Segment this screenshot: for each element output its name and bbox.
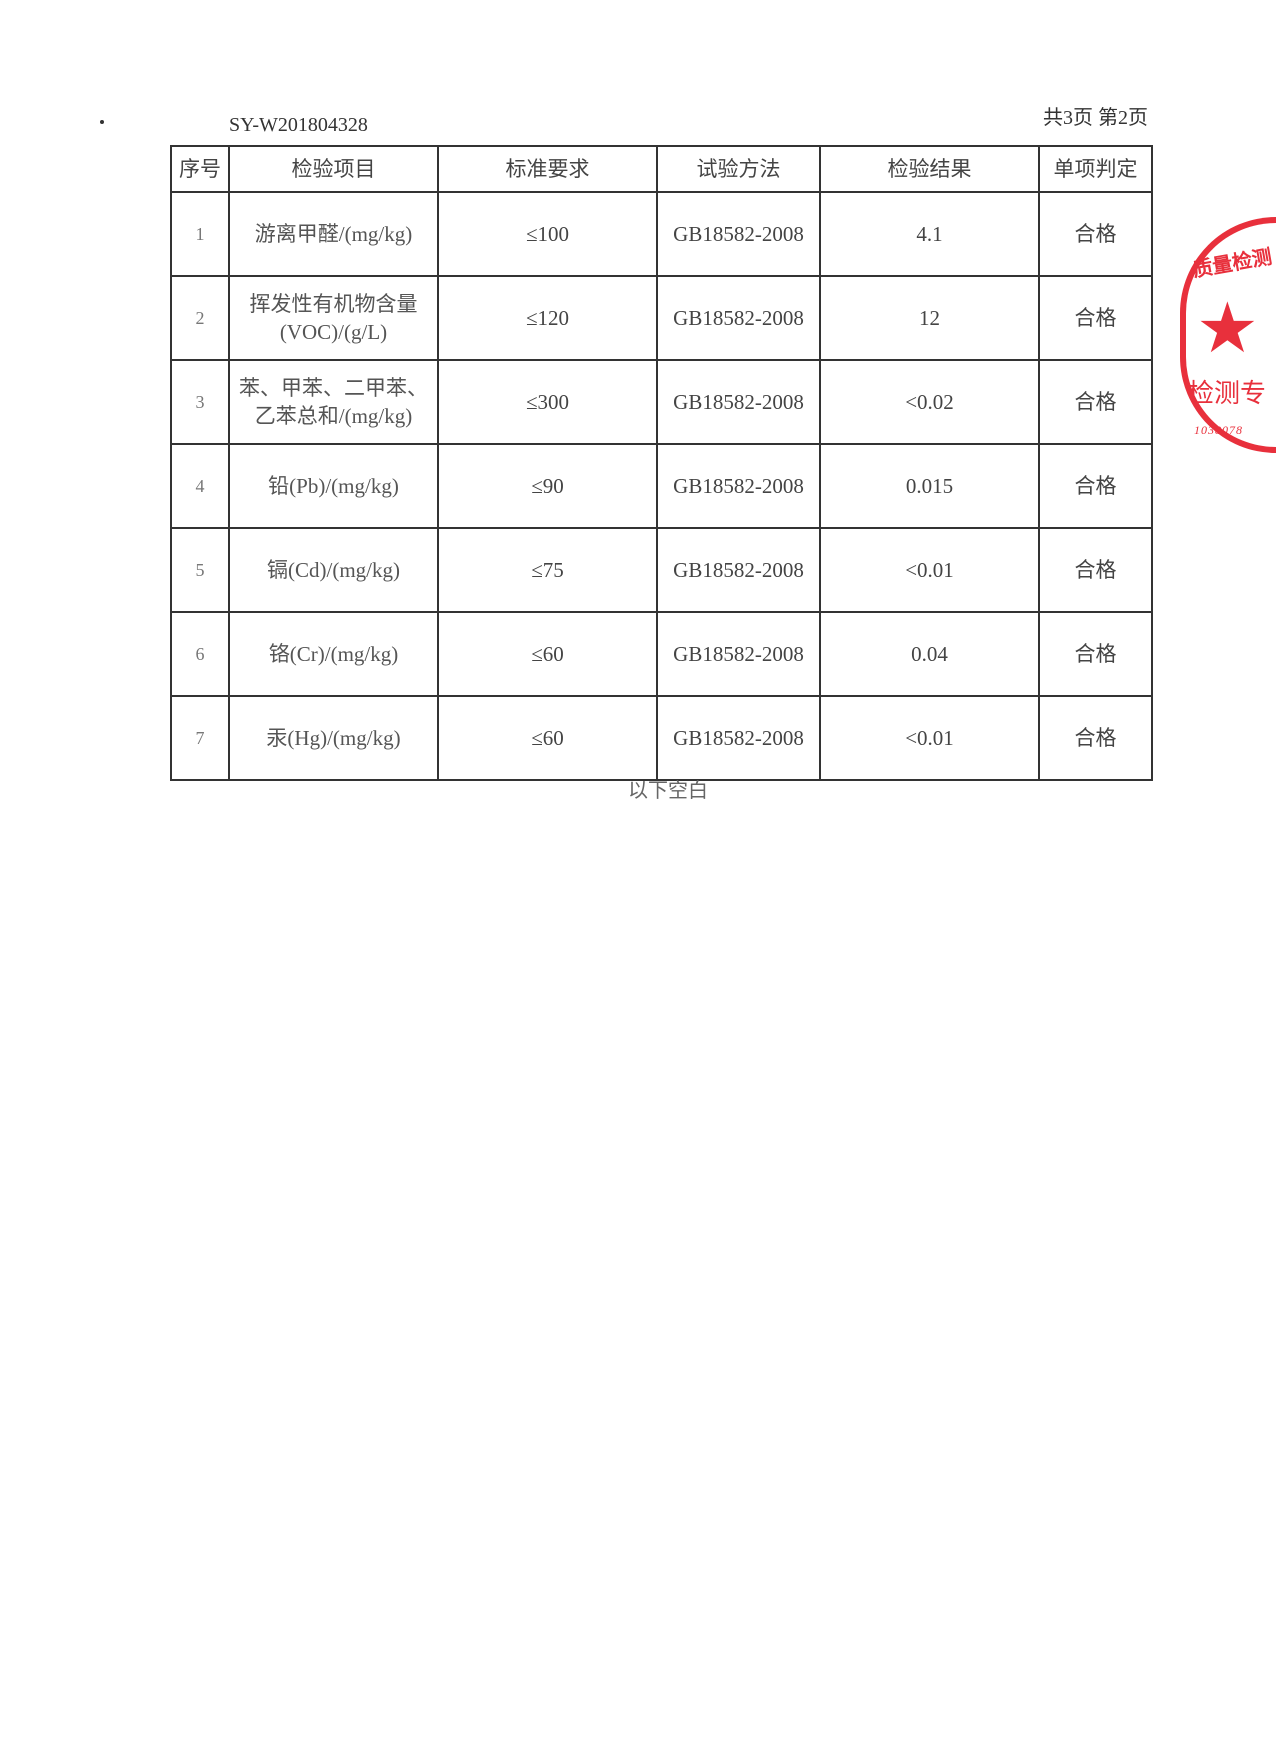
test-item-cell: 挥发性有机物含量(VOC)/(g/L) xyxy=(228,275,439,361)
column-header-verdict: 单项判定 xyxy=(1038,145,1153,193)
table-row: 5 镉(Cd)/(mg/kg) ≤75 GB18582-2008 <0.01 合格 xyxy=(170,527,1153,613)
row-number-cell: 1 xyxy=(170,191,230,277)
scan-speck xyxy=(100,120,104,124)
inspection-results-table: 序号 检验项目 标准要求 试验方法 检验结果 单项判定 1 游离甲醛/(mg/kg… xyxy=(170,145,1153,781)
requirement-cell: ≤60 xyxy=(437,611,658,697)
verdict-cell: 合格 xyxy=(1038,695,1153,781)
report-number: SY-W201804328 xyxy=(229,114,368,136)
row-number-cell: 2 xyxy=(170,275,230,361)
verdict-cell: 合格 xyxy=(1038,611,1153,697)
test-method-cell: GB18582-2008 xyxy=(656,275,821,361)
requirement-cell: ≤100 xyxy=(437,191,658,277)
verdict-cell: 合格 xyxy=(1038,527,1153,613)
stamp-number: 1038078 xyxy=(1194,423,1243,437)
row-number-cell: 4 xyxy=(170,443,230,529)
row-number-cell: 3 xyxy=(170,359,230,445)
test-result-cell: <0.01 xyxy=(819,695,1040,781)
requirement-cell: ≤120 xyxy=(437,275,658,361)
star-icon: ★ xyxy=(1196,291,1259,368)
blank-below-note: 以下空白 xyxy=(628,780,708,802)
table-row: 4 铅(Pb)/(mg/kg) ≤90 GB18582-2008 0.015 合格 xyxy=(170,443,1153,529)
test-result-cell: <0.01 xyxy=(819,527,1040,613)
table-row: 2 挥发性有机物含量(VOC)/(g/L) ≤120 GB18582-2008 12 合格 xyxy=(170,275,1153,361)
test-result-cell: 0.04 xyxy=(819,611,1040,697)
test-result-cell: 0.015 xyxy=(819,443,1040,529)
requirement-cell: ≤300 xyxy=(437,359,658,445)
page-count: 共3页 第2页 xyxy=(1043,107,1148,129)
column-header-result: 检验结果 xyxy=(819,145,1040,193)
stamp-bottom-text: 检测专 xyxy=(1188,379,1267,408)
test-item-cell: 铬(Cr)/(mg/kg) xyxy=(228,611,439,697)
table-row: 1 游离甲醛/(mg/kg) ≤100 GB18582-2008 4.1 合格 xyxy=(170,191,1153,277)
test-result-cell: 4.1 xyxy=(819,191,1040,277)
test-method-cell: GB18582-2008 xyxy=(656,695,821,781)
row-number-cell: 5 xyxy=(170,527,230,613)
verdict-cell: 合格 xyxy=(1038,443,1153,529)
requirement-cell: ≤90 xyxy=(437,443,658,529)
stamp-top-text: 质量检测 xyxy=(1191,246,1274,282)
requirement-cell: ≤75 xyxy=(437,527,658,613)
test-result-cell: 12 xyxy=(819,275,1040,361)
verdict-cell: 合格 xyxy=(1038,275,1153,361)
test-item-cell: 镉(Cd)/(mg/kg) xyxy=(228,527,439,613)
column-header-item: 检验项目 xyxy=(228,145,439,193)
table-row: 6 铬(Cr)/(mg/kg) ≤60 GB18582-2008 0.04 合格 xyxy=(170,611,1153,697)
verdict-cell: 合格 xyxy=(1038,359,1153,445)
test-method-cell: GB18582-2008 xyxy=(656,443,821,529)
test-item-cell: 苯、甲苯、二甲苯、乙苯总和/(mg/kg) xyxy=(228,359,439,445)
table-row: 3 苯、甲苯、二甲苯、乙苯总和/(mg/kg) ≤300 GB18582-2008 <0… xyxy=(170,359,1153,445)
test-result-cell: <0.02 xyxy=(819,359,1040,445)
test-method-cell: GB18582-2008 xyxy=(656,527,821,613)
row-number-cell: 7 xyxy=(170,695,230,781)
column-header-method: 试验方法 xyxy=(656,145,821,193)
test-method-cell: GB18582-2008 xyxy=(656,611,821,697)
row-number-cell: 6 xyxy=(170,611,230,697)
test-item-cell: 铅(Pb)/(mg/kg) xyxy=(228,443,439,529)
test-method-cell: GB18582-2008 xyxy=(656,359,821,445)
table-row: 7 汞(Hg)/(mg/kg) ≤60 GB18582-2008 <0.01 合格 xyxy=(170,695,1153,781)
requirement-cell: ≤60 xyxy=(437,695,658,781)
column-header-requirement: 标准要求 xyxy=(437,145,658,193)
verdict-cell: 合格 xyxy=(1038,191,1153,277)
column-header-no: 序号 xyxy=(170,145,230,193)
test-method-cell: GB18582-2008 xyxy=(656,191,821,277)
test-item-cell: 游离甲醛/(mg/kg) xyxy=(228,191,439,277)
table-header-row: 序号 检验项目 标准要求 试验方法 检验结果 单项判定 xyxy=(170,145,1153,193)
official-seal-stamp: 质量检测 ★ 检测专 1038078 xyxy=(1180,217,1276,453)
test-item-cell: 汞(Hg)/(mg/kg) xyxy=(228,695,439,781)
